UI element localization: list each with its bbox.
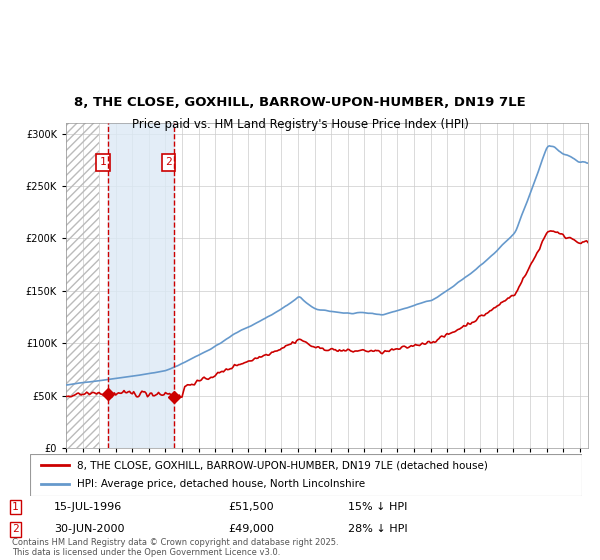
Text: HPI: Average price, detached house, North Lincolnshire: HPI: Average price, detached house, Nort… [77,479,365,489]
Bar [66,123,99,448]
Text: 1: 1 [100,157,106,167]
FancyBboxPatch shape [30,454,582,496]
Text: 2: 2 [12,524,19,534]
Text: 1: 1 [12,502,19,512]
Text: Contains HM Land Registry data © Crown copyright and database right 2025.
This d: Contains HM Land Registry data © Crown c… [12,538,338,557]
Text: 8, THE CLOSE, GOXHILL, BARROW-UPON-HUMBER, DN19 7LE: 8, THE CLOSE, GOXHILL, BARROW-UPON-HUMBE… [74,96,526,109]
Bar [66,123,99,448]
Text: 15-JUL-1996: 15-JUL-1996 [54,502,122,512]
Text: 15% ↓ HPI: 15% ↓ HPI [348,502,407,512]
Text: 2: 2 [166,157,172,167]
Text: £49,000: £49,000 [228,524,274,534]
Text: 8, THE CLOSE, GOXHILL, BARROW-UPON-HUMBER, DN19 7LE (detached house): 8, THE CLOSE, GOXHILL, BARROW-UPON-HUMBE… [77,460,488,470]
Bar [108,123,174,448]
Text: £51,500: £51,500 [228,502,274,512]
Text: 30-JUN-2000: 30-JUN-2000 [54,524,125,534]
Text: 28% ↓ HPI: 28% ↓ HPI [348,524,407,534]
Text: Price paid vs. HM Land Registry's House Price Index (HPI): Price paid vs. HM Land Registry's House … [131,118,469,130]
